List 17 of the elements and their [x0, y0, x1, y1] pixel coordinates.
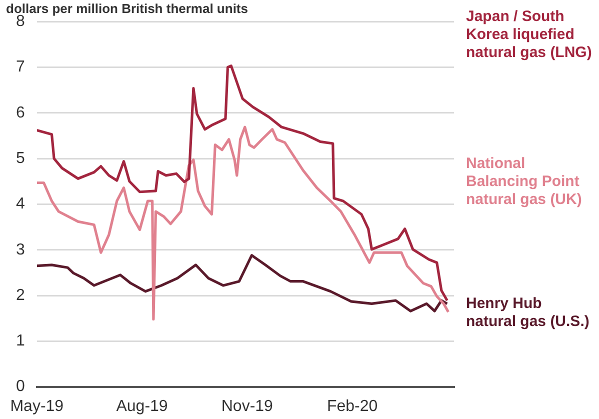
y-tick-label: 4 — [16, 196, 25, 213]
y-axis-title: dollars per million British thermal units — [6, 1, 248, 16]
y-tick-label: 8 — [16, 13, 25, 30]
x-tick-label: Nov-19 — [221, 398, 274, 415]
text: National Balancing Point natural gas (UK) — [466, 155, 583, 209]
series-label: Henry Hub natural gas (U.S.) — [466, 295, 590, 331]
y-tick-label: 6 — [16, 104, 25, 122]
y-tick-label: 2 — [16, 286, 25, 304]
y-tick-label: 0 — [16, 378, 25, 396]
y-tick-label: 3 — [16, 241, 25, 258]
y-tick-label: 1 — [16, 332, 25, 350]
text: Japan / South Korea liquefied natural gas (LNG) — [466, 8, 593, 62]
x-tick-label: May-19 — [10, 398, 64, 415]
y-tick-label: 7 — [16, 58, 25, 76]
y-tick-label: 5 — [16, 150, 25, 167]
x-tick-label: Aug-19 — [116, 398, 168, 415]
x-tick-label: Feb-20 — [326, 398, 378, 415]
